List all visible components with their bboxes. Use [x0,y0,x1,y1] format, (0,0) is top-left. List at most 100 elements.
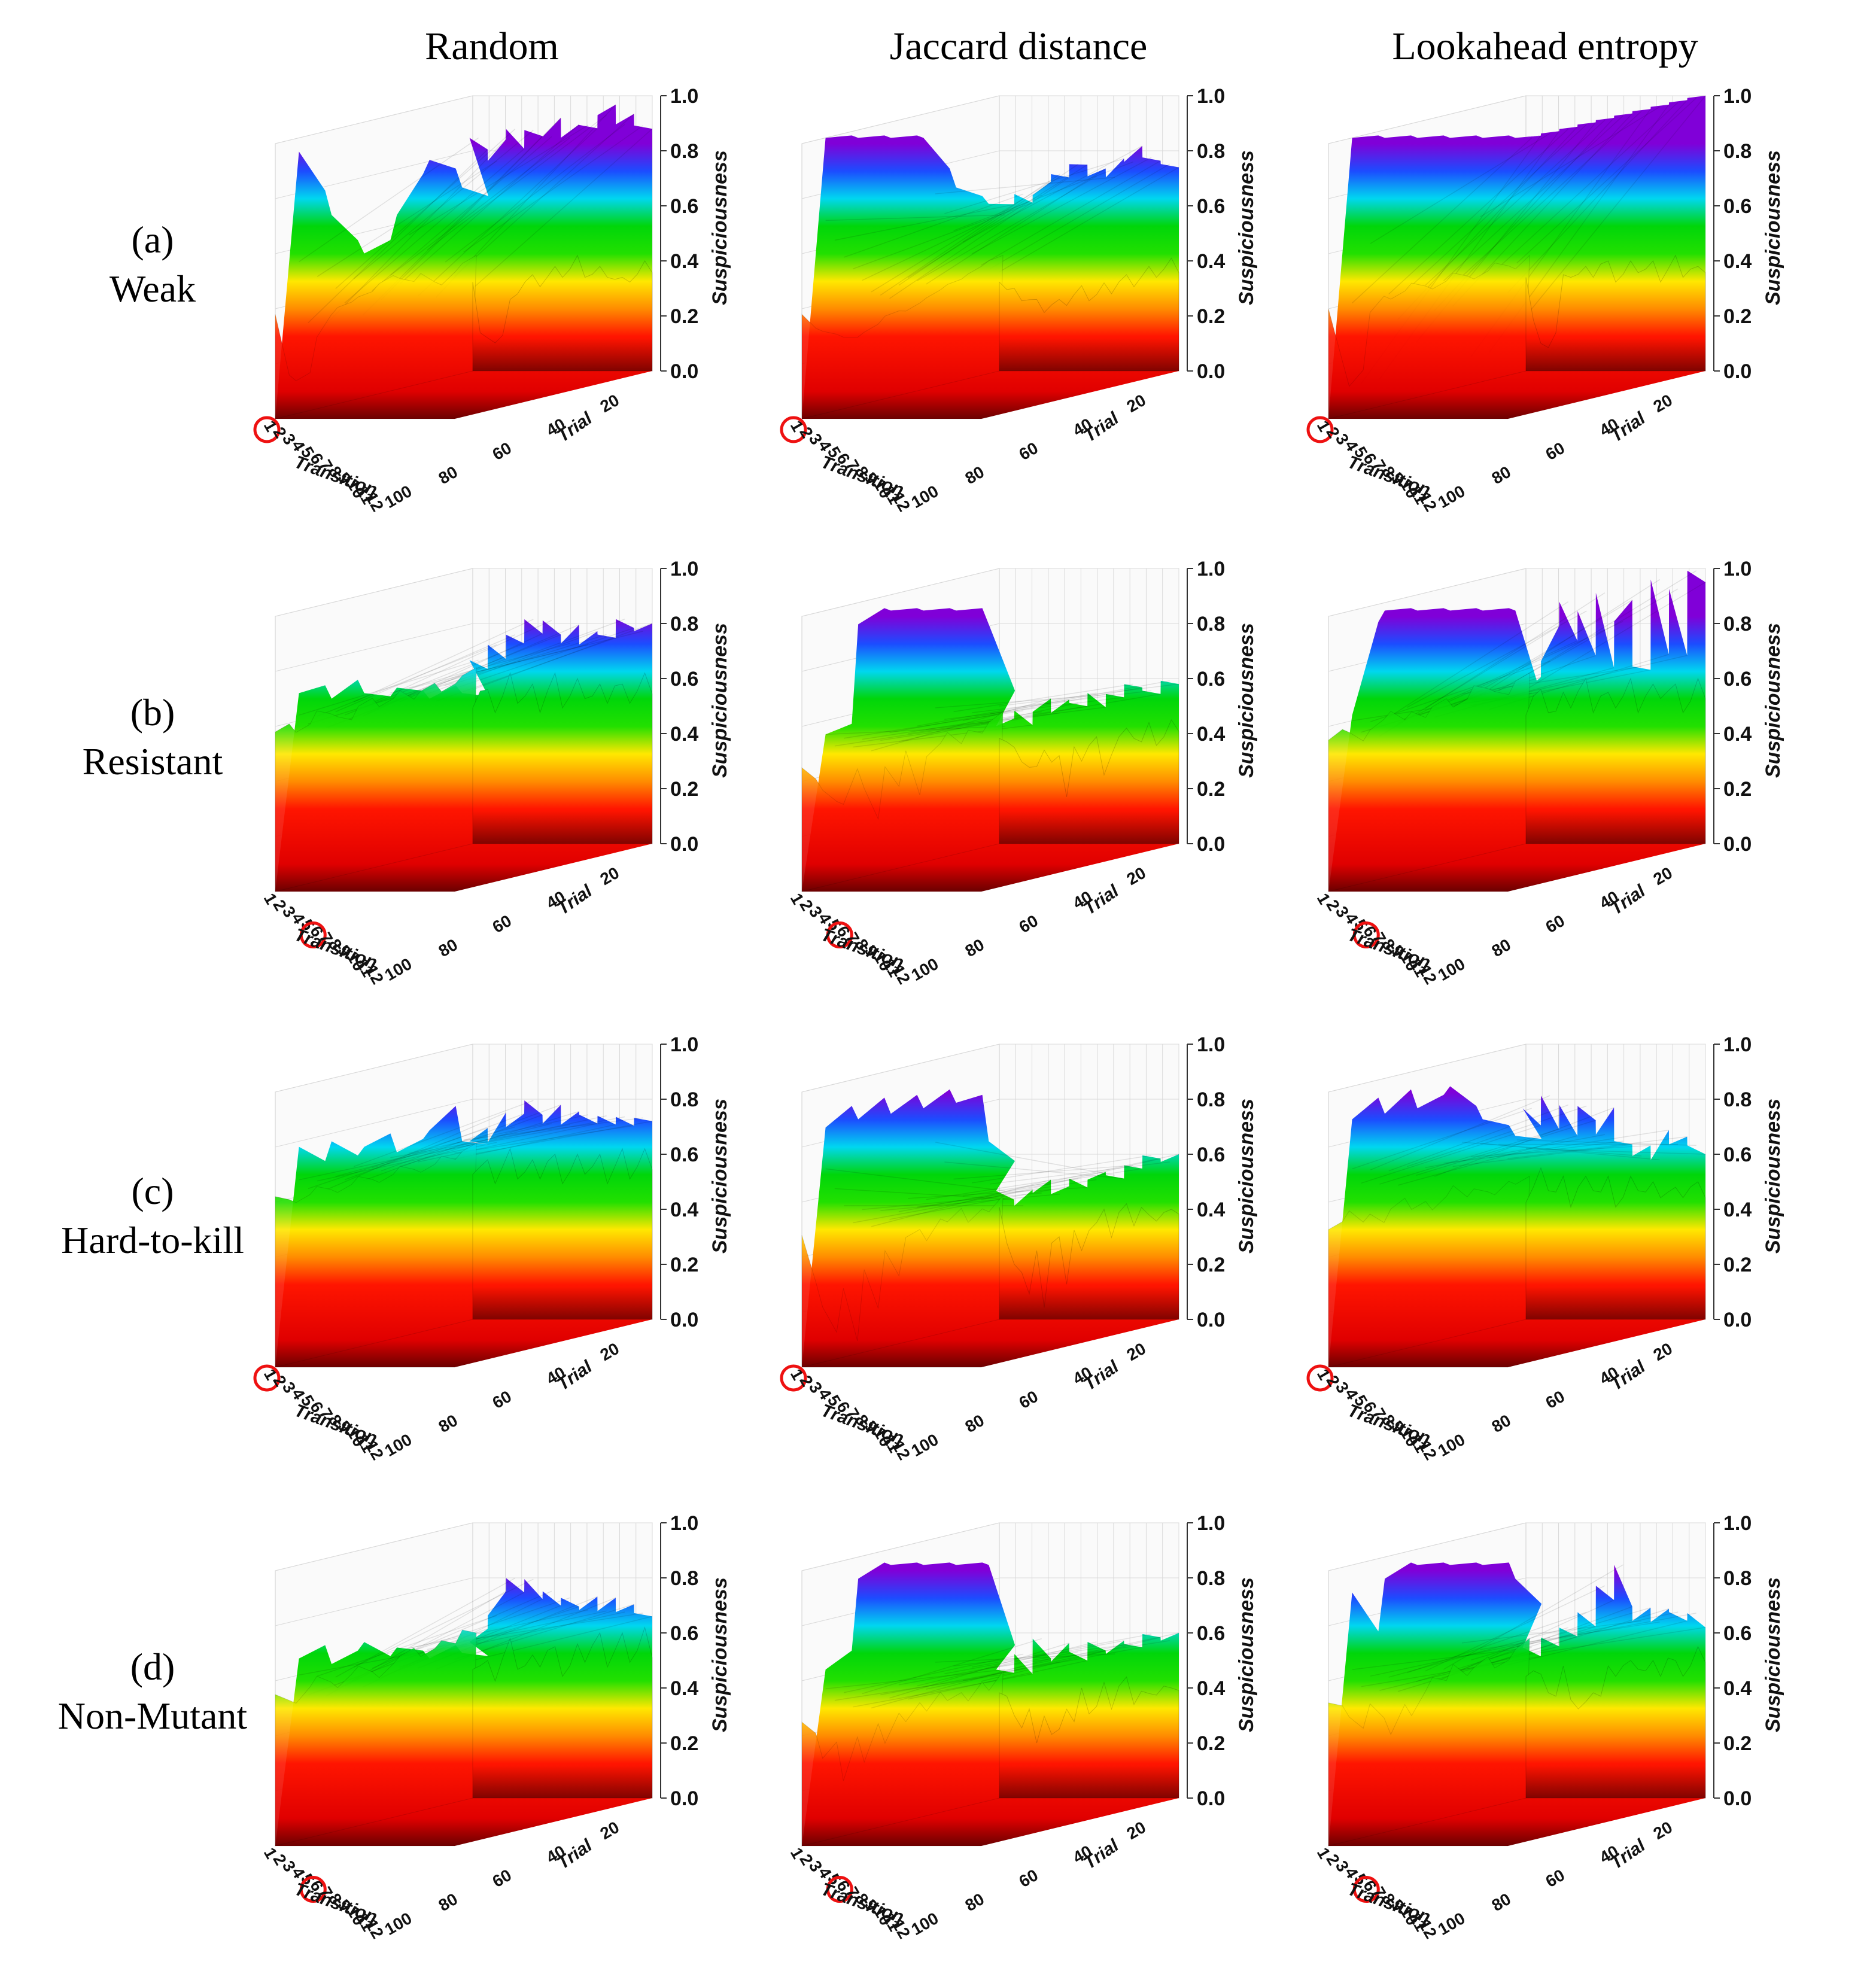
z-tick-label: 0.6 [1197,1622,1225,1645]
surface [275,1577,653,1847]
highlight-circle [780,1364,807,1392]
y-tick-label: 80 [436,935,461,960]
y-tick-label: 20 [597,1339,622,1364]
panel-nonmutant-lookahead: 0.0 0.2 0.4 0.6 0.8 1.0 Suspiciousness 1 2 3 4 5 6 7 8… [1305,1511,1819,1942]
z-tick-label: 0.6 [1723,668,1752,691]
y-axis-label: Trial [1080,408,1123,446]
surface-chart: 0.00.20.40.60.81.0Suspiciousness12345678… [253,85,731,515]
y-tick-label: 60 [1543,439,1568,464]
z-tick-label: 0.4 [1197,723,1225,746]
z-tick-label: 0.6 [670,1622,698,1645]
z-tick-label: 0.4 [1197,1677,1225,1700]
panel-resistant-lookahead: 0.0 0.2 0.4 0.6 0.8 1.0 Suspiciousness 1 2 3 4 5 6 7 8… [1305,556,1819,987]
y-tick-label: 80 [962,1411,987,1436]
y-axis-label: Trial [1607,881,1649,918]
y-tick-label: 20 [1650,391,1676,416]
y-tick-label: 100 [382,954,415,984]
z-axis-label: Suspiciousness [709,1577,731,1732]
surface [801,608,1179,892]
surface [275,619,653,892]
x-axis-label: Transition [1345,925,1433,973]
z-tick-label: 0.6 [1197,195,1225,218]
y-tick-label: 80 [436,1890,461,1915]
z-tick-label: 0.6 [1197,1143,1225,1166]
highlight-circle [826,1876,853,1903]
y-axis-label: Trial [554,881,596,918]
y-tick-label: 100 [908,1430,942,1460]
surface [801,1562,1179,1847]
z-tick-label: 0.0 [670,360,698,383]
surface-shadow [473,337,652,371]
y-tick-label: 80 [1489,1411,1514,1436]
z-axis-label: Suspiciousness [1762,150,1784,305]
z-tick-label: 0.0 [1197,1309,1225,1331]
z-tick-label: 0.2 [670,305,698,328]
surface-left-face [1328,1638,1530,1847]
y-axis-label: Trial [1080,1356,1123,1394]
y-tick-label: 80 [962,463,987,488]
y-tick-label: 100 [908,1909,942,1939]
y-tick-label: 20 [1650,863,1676,889]
y-tick-label: 20 [1650,1818,1676,1843]
y-tick-label: 100 [382,1430,415,1460]
highlight-circle [1306,1364,1334,1392]
surface-front-face [1525,1645,1706,1799]
y-tick-label: 20 [1124,1818,1149,1843]
z-axis-label: Suspiciousness [709,623,731,778]
surface-left-face [1328,1175,1530,1368]
highlight-circle [780,416,807,443]
y-tick-label: 20 [597,1818,622,1843]
highlight-circle [253,416,281,443]
y-axis-label: Trial [1080,1835,1123,1873]
x-axis-label: Transition [1345,1879,1433,1927]
surface-left-face [275,1142,477,1368]
z-axis-label: Suspiciousness [1235,1099,1258,1254]
surface-chart: 0.00.20.40.60.81.0Suspiciousness12345678… [1306,85,1784,515]
z-axis-label: Suspiciousness [1762,1577,1784,1732]
panel-resistant-random: 0.0 0.2 0.4 0.6 0.8 1.0 Suspiciousness 1 2 3 4 5 6 7 8… [251,556,766,987]
z-tick-label: 0.8 [670,1088,698,1111]
surface-left-face [275,254,477,419]
z-tick-label: 1.0 [670,85,698,108]
z-tick-label: 0.0 [1197,1787,1225,1810]
z-tick-label: 1.0 [1197,558,1225,580]
y-tick-label: 80 [1489,1890,1514,1915]
surface-chart: 0.00.20.40.60.81.0Suspiciousness12345678… [1313,558,1784,987]
panel-weak-jaccard: 0.0 0.2 0.4 0.6 0.8 1.0 Suspiciousness 1 2 3 4 5 6 7 8… [778,84,1293,515]
panel-hardtokill-random: 0.0 0.2 0.4 0.6 0.8 1.0 Suspiciousness 1 2 3 4 5 6 7 8… [251,1032,766,1463]
surface-chart: 0.00.20.40.60.81.0Suspiciousness12345678… [253,1033,731,1463]
surface-chart: 0.00.20.40.60.81.0Suspiciousness12345678… [260,1512,731,1942]
surface [1328,1562,1706,1847]
z-tick-label: 0.2 [670,1254,698,1276]
row-label-b: (b) Resistant [24,688,281,786]
y-tick-label: 60 [1543,1866,1568,1891]
column-title-jaccard: Jaccard distance [889,25,1148,68]
surface-shadow [1526,337,1705,371]
z-tick-label: 1.0 [1197,1512,1225,1535]
z-tick-label: 0.2 [1723,1732,1752,1755]
surface [801,1089,1179,1368]
surface-shadow [1526,1286,1705,1319]
z-tick-label: 0.0 [1197,360,1225,383]
z-axis-label: Suspiciousness [1235,150,1258,305]
row-name: Non-Mutant [57,1695,248,1737]
surface-front-face [1525,1167,1706,1320]
highlight-circle [1352,1876,1380,1903]
x-axis-label: Transition [292,1879,380,1927]
surface-front-face [472,671,653,844]
y-tick-label: 20 [1124,391,1149,416]
row-name: Hard-to-kill [61,1219,244,1261]
z-tick-label: 1.0 [1723,1033,1752,1056]
z-tick-label: 0.8 [1197,1567,1225,1590]
z-tick-label: 0.0 [1723,1309,1752,1331]
y-tick-label: 100 [908,482,942,512]
z-tick-label: 0.2 [1723,305,1752,328]
row-label-a: (a) Weak [24,215,281,314]
z-tick-label: 0.2 [670,778,698,801]
y-tick-label: 60 [1016,911,1041,936]
z-tick-label: 0.6 [670,668,698,691]
x-axis-label: Transition [819,452,907,500]
z-tick-label: 0.4 [1197,1199,1225,1221]
panel-nonmutant-random: 0.0 0.2 0.4 0.6 0.8 1.0 Suspiciousness 1 2 3 4 5 6 7 8… [251,1511,766,1942]
y-tick-label: 100 [1435,954,1468,984]
